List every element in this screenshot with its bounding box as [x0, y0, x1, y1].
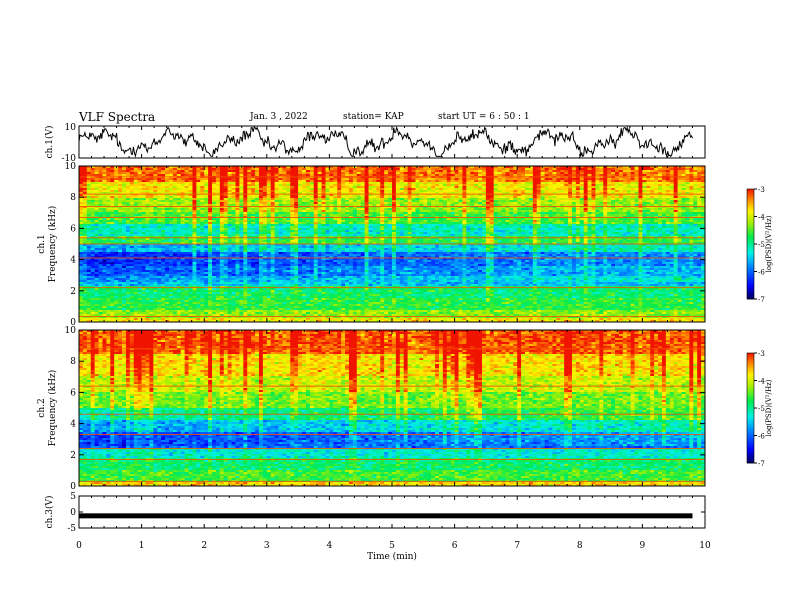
ch2-spec-ytick-label: 10	[65, 326, 77, 336]
x-tick-label: 6	[452, 541, 458, 551]
ch2-spec-ytick-label: 0	[70, 482, 76, 492]
x-tick-label: 1	[139, 541, 145, 551]
ch1-spec-colorbar	[747, 189, 754, 299]
x-tick-label: 3	[264, 541, 270, 551]
x-tick-label: 2	[201, 541, 207, 551]
x-tick-label: 5	[389, 541, 395, 551]
ch2-spec-colorbar	[747, 353, 754, 463]
ch2-spec-colorbar-tick-label: -5	[758, 405, 765, 413]
ch1-waveform-frame	[79, 126, 705, 158]
ch3-waveform-frame	[79, 496, 705, 528]
ch1-spec-colorbar-tick-label: -3	[758, 186, 765, 194]
ch2-spec-colorbar-label: log(PSD)(V²/Hz)	[765, 379, 773, 436]
ch1-spec-ytick-label: 6	[70, 224, 76, 234]
x-tick-label: 10	[699, 541, 711, 551]
x-axis-label: Time (min)	[367, 551, 417, 562]
x-tick-label: 4	[327, 541, 333, 551]
ch2-spec-ytick-label: 4	[70, 420, 76, 430]
ch2-spec-ylabel-channel: ch.2	[37, 398, 47, 417]
ch2-spec-colorbar-tick-label: -3	[758, 350, 765, 358]
ch1-spec-colorbar-tick-label: -7	[758, 296, 765, 304]
ch1-spec-ylabel: Frequency (kHz)	[47, 206, 58, 283]
ch1-spec-ytick-label: 8	[70, 193, 76, 203]
ch2-spec-colorbar-tick-label: -7	[758, 460, 765, 468]
ch3-ytick-label: 0	[70, 508, 76, 518]
ch3-ytick-label: 5	[70, 492, 76, 502]
ch2-spec-heatmap	[79, 330, 705, 486]
x-tick-label: 9	[640, 541, 646, 551]
ch1-spec-ytick-label: 10	[65, 162, 77, 172]
ch2-spec-ylabel: Frequency (kHz)	[47, 370, 58, 447]
ch1-spec-ylabel-channel: ch.1	[37, 234, 47, 253]
ch3-ytick-label: -5	[67, 524, 76, 534]
ch1-spec-ytick-label: 2	[70, 287, 76, 297]
ch1-ytick-label: 10	[65, 123, 77, 133]
ch2-spec-ytick-label: 8	[70, 357, 76, 367]
ch1-spec-ytick-label: 4	[70, 256, 76, 266]
ch1-ylabel: ch.1(V)	[44, 126, 55, 159]
vlf-figure: 10-10ch.1(V)0246810ch.1 Frequency (kHz)-3…	[0, 0, 792, 612]
ch1-spec-colorbar-tick-label: -5	[758, 241, 765, 249]
ch3-waveform-line	[79, 513, 692, 518]
ch2-spec-ytick-label: 2	[70, 451, 76, 461]
x-tick-label: 8	[577, 541, 583, 551]
ch3-ylabel: ch.3(V)	[44, 496, 55, 529]
ch1-spec-colorbar-label: log(PSD)(V²/Hz)	[765, 215, 773, 272]
x-tick-label: 7	[514, 541, 520, 551]
ch1-waveform-line	[79, 128, 693, 157]
ch2-spec-ytick-label: 6	[70, 388, 76, 398]
x-tick-label: 0	[76, 541, 82, 551]
